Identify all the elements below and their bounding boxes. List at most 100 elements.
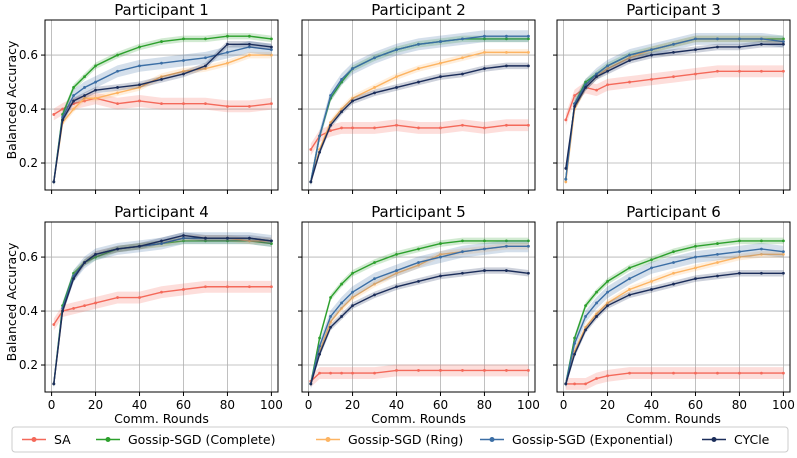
data-point xyxy=(340,371,343,375)
data-point xyxy=(505,123,508,127)
data-point xyxy=(527,239,530,243)
x-tick-label: 80 xyxy=(477,398,492,412)
data-point xyxy=(760,42,763,46)
data-point xyxy=(650,279,653,283)
data-point xyxy=(226,34,229,38)
data-point xyxy=(716,242,719,245)
data-point xyxy=(672,261,675,264)
data-point xyxy=(329,123,332,127)
data-point xyxy=(505,50,508,54)
x-axis-label: Comm. Rounds xyxy=(626,411,721,426)
x-tick-label: 40 xyxy=(132,398,147,412)
data-point xyxy=(738,239,741,243)
data-point xyxy=(83,99,86,103)
data-point xyxy=(694,72,697,76)
data-point xyxy=(782,42,785,46)
data-point xyxy=(226,236,229,240)
data-point xyxy=(527,50,530,54)
data-point xyxy=(309,382,313,386)
data-point xyxy=(483,126,486,130)
axes-frame xyxy=(44,19,279,191)
series-line xyxy=(565,38,784,182)
data-point xyxy=(329,129,332,133)
data-point xyxy=(461,72,464,76)
data-point xyxy=(72,277,75,281)
panel-3: Participant 3 xyxy=(553,1,791,194)
data-point xyxy=(270,37,273,41)
data-point xyxy=(483,67,486,70)
data-point xyxy=(628,293,631,297)
data-point xyxy=(116,247,119,251)
data-point xyxy=(716,37,719,41)
data-point xyxy=(226,285,229,289)
data-point xyxy=(395,369,398,372)
x-tick-label: 100 xyxy=(517,398,540,412)
data-point xyxy=(270,285,273,289)
x-tick-label: 80 xyxy=(732,398,747,412)
data-point xyxy=(760,239,763,243)
data-point xyxy=(226,61,229,65)
y-axis-label-bottom: Balanced Accuracy xyxy=(4,242,19,361)
y-tick-label: 0.6 xyxy=(19,250,38,264)
x-tick-label: 0 xyxy=(48,398,56,412)
data-point xyxy=(564,382,568,386)
legend-swatch-marker xyxy=(325,437,331,442)
data-point xyxy=(694,48,697,52)
data-point xyxy=(417,126,420,130)
series-band xyxy=(53,41,272,188)
data-point xyxy=(318,352,321,356)
data-point xyxy=(439,369,442,372)
data-point xyxy=(782,239,785,243)
data-point xyxy=(373,277,376,281)
data-point xyxy=(650,53,653,57)
data-point xyxy=(182,37,185,41)
data-point xyxy=(738,69,741,73)
legend-swatch-marker xyxy=(105,437,111,442)
data-point xyxy=(564,118,568,122)
legend: SA Gossip-SGD (Complete) Gossip-SGD (Ring)… xyxy=(11,426,789,453)
x-tick-label: 40 xyxy=(389,398,404,412)
data-point xyxy=(270,239,273,243)
panel-title: Participant 6 xyxy=(626,203,721,221)
data-point xyxy=(527,64,530,68)
panel-title: Participant 2 xyxy=(371,1,466,19)
data-point xyxy=(760,252,763,256)
data-point xyxy=(628,288,631,291)
data-point xyxy=(318,344,321,348)
data-point xyxy=(138,83,141,87)
data-point xyxy=(395,252,398,256)
data-point xyxy=(595,75,598,79)
data-point xyxy=(584,80,587,84)
data-point xyxy=(672,282,675,286)
x-axis-label: Comm. Rounds xyxy=(114,411,209,426)
x-tick-label: 100 xyxy=(260,398,283,412)
data-point xyxy=(116,102,119,106)
data-point xyxy=(248,236,251,240)
legend-item: Gossip-SGD (Exponential) xyxy=(480,432,673,447)
data-point xyxy=(483,269,486,272)
data-point xyxy=(564,180,568,184)
data-point xyxy=(760,271,763,275)
y-axis-label-top: Balanced Accuracy xyxy=(4,40,19,159)
data-point xyxy=(564,177,568,181)
data-point xyxy=(94,88,97,92)
data-point xyxy=(461,56,464,60)
data-point xyxy=(694,266,697,270)
x-tick-label: 20 xyxy=(600,398,615,412)
data-point xyxy=(439,274,442,278)
data-point xyxy=(329,315,332,318)
data-point xyxy=(182,234,185,237)
data-point xyxy=(340,306,343,310)
data-point xyxy=(204,67,207,70)
axes-frame xyxy=(44,221,279,393)
x-tick-label: 0 xyxy=(305,398,313,412)
data-point xyxy=(439,255,442,259)
y-tick-label: 0.6 xyxy=(19,48,38,62)
data-point xyxy=(340,282,343,286)
data-point xyxy=(52,323,56,326)
data-point xyxy=(83,304,86,308)
data-point xyxy=(94,301,97,305)
data-point xyxy=(527,123,530,127)
data-point xyxy=(160,40,163,43)
series-band xyxy=(310,364,529,388)
